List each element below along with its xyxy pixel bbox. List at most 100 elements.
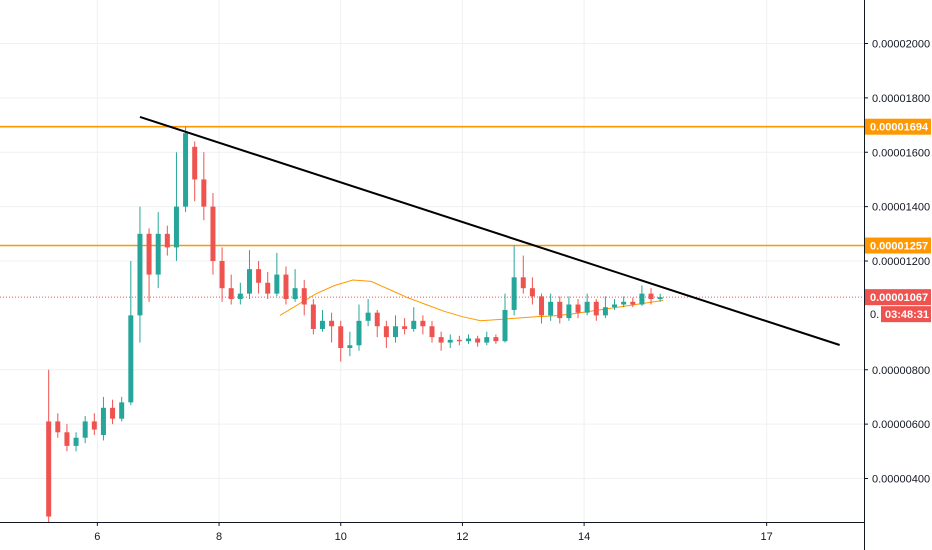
candle-up <box>183 126 189 213</box>
x-tick-label: 8 <box>216 531 222 543</box>
candle-down <box>575 299 581 319</box>
candle-body <box>575 304 581 313</box>
candle-down <box>420 315 426 335</box>
candle-body <box>82 421 88 438</box>
candle-body <box>210 206 216 261</box>
countdown-badge: 03:48:31 <box>885 309 929 321</box>
candle-body <box>192 146 198 180</box>
candle-body <box>146 233 152 275</box>
candle-body <box>456 339 462 342</box>
candle-up <box>447 334 453 348</box>
candle-down <box>557 296 563 324</box>
candles <box>46 126 663 522</box>
candle-down <box>219 247 225 302</box>
candle-down <box>164 225 170 256</box>
candle-down <box>529 277 535 305</box>
candle-body <box>621 301 627 305</box>
candle-down <box>374 309 380 338</box>
candle-body <box>484 337 490 343</box>
candle-down <box>456 335 462 346</box>
candle-body <box>137 233 143 316</box>
candle-body <box>447 339 453 343</box>
candle-down <box>338 320 344 362</box>
y-tick-label: 0.00001600 <box>872 147 930 159</box>
candle-up <box>246 250 252 300</box>
candle-body <box>219 261 225 289</box>
candle-up <box>237 282 243 305</box>
candle-down <box>630 297 636 308</box>
candle-down <box>146 228 152 302</box>
candle-down <box>46 369 52 522</box>
candle-up <box>155 212 161 289</box>
candle-up <box>392 315 398 343</box>
grid <box>0 0 864 522</box>
candle-body <box>557 301 563 319</box>
level-price-badge-bg <box>865 118 931 135</box>
candle-up <box>612 299 618 310</box>
candle-body <box>429 326 435 338</box>
candle-body <box>329 320 335 327</box>
candle-body <box>657 297 663 300</box>
time-axis-bg <box>0 522 864 550</box>
candle-down <box>648 288 654 305</box>
candle-up <box>484 331 490 346</box>
candle-body <box>566 304 572 319</box>
candle-up <box>584 293 590 316</box>
candle-body <box>529 288 535 297</box>
candle-body <box>201 179 207 207</box>
candle-up <box>502 293 508 343</box>
candle-up <box>274 252 280 297</box>
y-tick-label: 0.00002000 <box>872 39 930 51</box>
candle-body <box>630 301 636 305</box>
candle-body <box>283 274 289 300</box>
candle-down <box>210 193 216 275</box>
x-tick-label: 14 <box>578 531 590 543</box>
y-tick-label: 0.00001800 <box>872 93 930 105</box>
candle-up <box>82 415 88 444</box>
candle-up <box>365 299 371 327</box>
level-price-badge: 0.00001257 <box>870 241 928 253</box>
candle-down <box>301 280 307 316</box>
candle-body <box>183 133 189 207</box>
candle-body <box>319 320 325 329</box>
candle-down <box>265 271 271 300</box>
candle-body <box>493 337 499 342</box>
candle-up <box>119 396 125 422</box>
candle-down <box>201 152 207 221</box>
candle-body <box>164 233 170 248</box>
candle-body <box>502 309 508 342</box>
x-tick-label: 10 <box>335 531 347 543</box>
candle-up <box>73 432 79 452</box>
candle-up <box>128 261 134 406</box>
candle-body <box>246 269 252 294</box>
candle-down <box>91 413 97 435</box>
countdown-badge-bg <box>881 306 931 323</box>
candle-body <box>274 274 280 294</box>
candle-body <box>584 301 590 313</box>
candle-body <box>46 421 52 517</box>
countdown-prefix: 0. <box>870 309 879 321</box>
candle-up <box>411 307 417 332</box>
candle-down <box>228 274 234 305</box>
candle-down <box>383 320 389 348</box>
candle-body <box>73 437 79 446</box>
candle-up <box>657 293 663 302</box>
y-tick-label: 0.00000400 <box>872 474 930 486</box>
candle-body <box>110 407 116 419</box>
candle-body <box>356 320 362 346</box>
candle-down <box>310 299 316 335</box>
candle-body <box>602 307 608 316</box>
candle-body <box>392 326 398 338</box>
candle-body <box>548 301 554 316</box>
candle-up <box>319 309 325 332</box>
price-axis-bg <box>864 0 932 550</box>
candle-body <box>55 421 61 433</box>
candle-down <box>283 266 289 305</box>
candle-body <box>173 206 179 248</box>
candle-body <box>228 288 234 300</box>
candle-up <box>566 296 572 321</box>
candle-body <box>612 304 618 308</box>
trendline <box>139 115 840 346</box>
